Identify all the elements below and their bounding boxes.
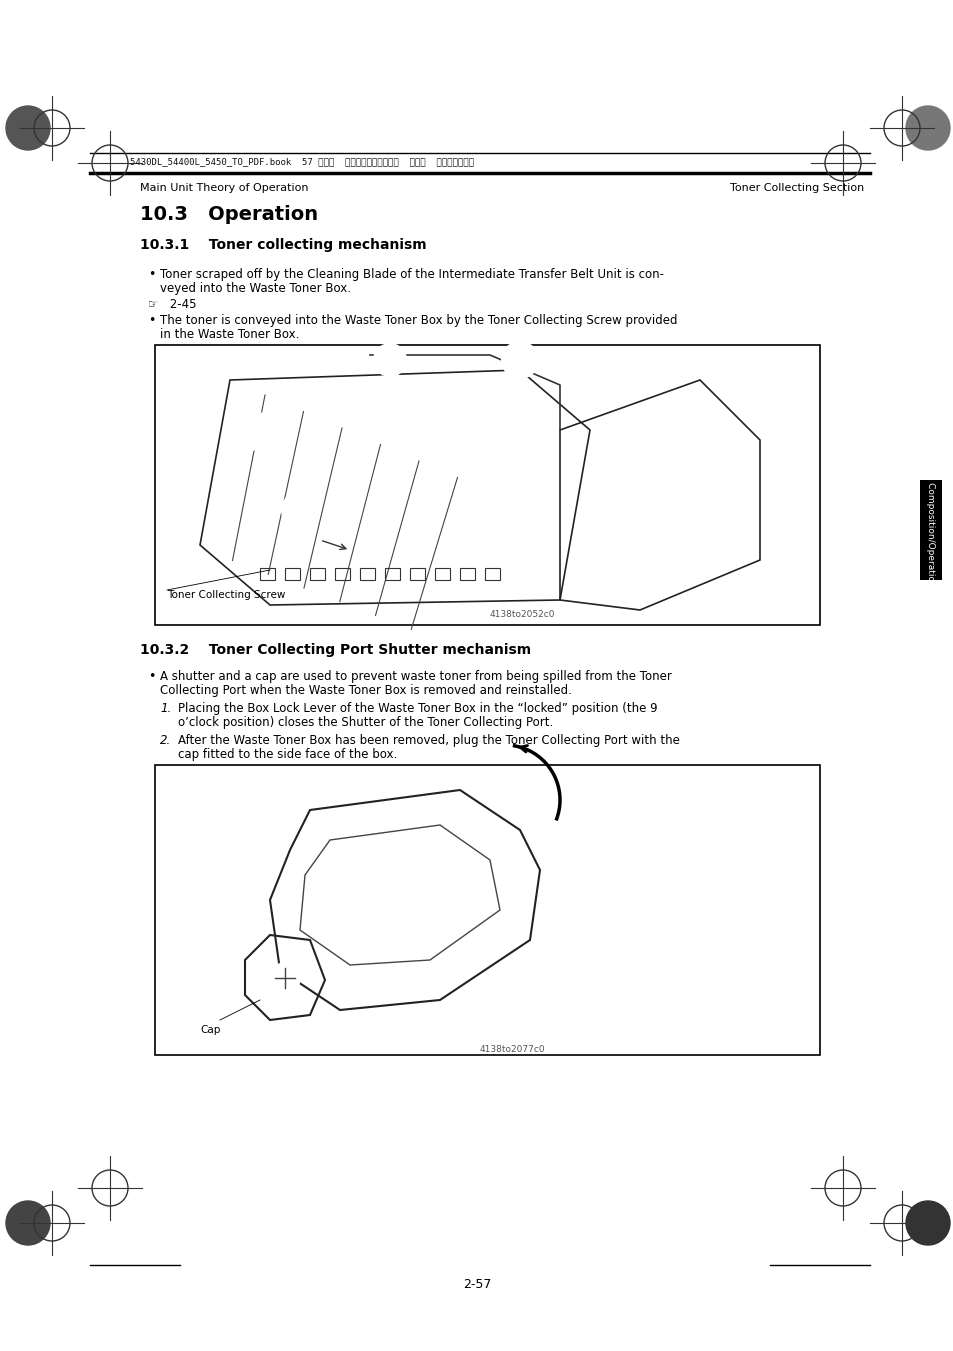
Bar: [154, 345, 820, 626]
Bar: [385, 567, 399, 580]
Text: A shutter and a cap are used to prevent waste toner from being spilled from the : A shutter and a cap are used to prevent …: [160, 670, 671, 684]
Text: Placing the Box Lock Lever of the Waste Toner Box in the “locked” position (the : Placing the Box Lock Lever of the Waste …: [178, 703, 657, 715]
Bar: [410, 567, 424, 580]
Text: •: •: [148, 670, 155, 684]
Text: veyed into the Waste Toner Box.: veyed into the Waste Toner Box.: [160, 282, 351, 295]
Text: Toner Collecting Section: Toner Collecting Section: [729, 182, 863, 193]
Bar: [435, 567, 450, 580]
Circle shape: [905, 105, 949, 150]
Text: in the Waste Toner Box.: in the Waste Toner Box.: [160, 328, 299, 340]
Circle shape: [270, 963, 299, 993]
Bar: [484, 567, 499, 580]
Circle shape: [374, 345, 406, 376]
Text: 1.: 1.: [160, 703, 172, 715]
Text: Toner Collecting Screw: Toner Collecting Screw: [167, 590, 285, 600]
Text: The toner is conveyed into the Waste Toner Box by the Toner Collecting Screw pro: The toner is conveyed into the Waste Ton…: [160, 313, 677, 327]
Text: 10.3.2    Toner Collecting Port Shutter mechanism: 10.3.2 Toner Collecting Port Shutter mec…: [140, 643, 531, 657]
Text: Cap: Cap: [200, 1025, 220, 1035]
Text: Toner scraped off by the Cleaning Blade of the Intermediate Transfer Belt Unit i: Toner scraped off by the Cleaning Blade …: [160, 267, 663, 281]
Circle shape: [382, 353, 396, 367]
Text: II Composition/Operation: II Composition/Operation: [925, 474, 935, 586]
Text: cap fitted to the side face of the box.: cap fitted to the side face of the box.: [178, 748, 396, 761]
Circle shape: [282, 492, 317, 528]
Text: 2-57: 2-57: [462, 1278, 491, 1292]
Text: •: •: [148, 313, 155, 327]
Text: 4138to2077c0: 4138to2077c0: [479, 1046, 545, 1054]
Bar: [359, 567, 375, 580]
Bar: [310, 567, 325, 580]
Text: 10.3   Operation: 10.3 Operation: [140, 205, 317, 224]
Text: 10.3.1    Toner collecting mechanism: 10.3.1 Toner collecting mechanism: [140, 238, 426, 253]
Bar: [260, 567, 274, 580]
Circle shape: [501, 342, 537, 378]
Circle shape: [6, 1201, 50, 1246]
Bar: [459, 567, 475, 580]
Text: Collecting Port when the Waste Toner Box is removed and reinstalled.: Collecting Port when the Waste Toner Box…: [160, 684, 571, 697]
Text: o’clock position) closes the Shutter of the Toner Collecting Port.: o’clock position) closes the Shutter of …: [178, 716, 553, 730]
Text: •: •: [148, 267, 155, 281]
Text: 5430DL_54400L_5450_TO_PDF.book  57 ページ  ２００５年４月１２日  火曜日  午後４時４９分: 5430DL_54400L_5450_TO_PDF.book 57 ページ ２０…: [130, 158, 474, 166]
Text: 4138to2052c0: 4138to2052c0: [490, 611, 555, 619]
Circle shape: [6, 105, 50, 150]
Bar: [154, 765, 820, 1055]
Bar: [335, 567, 350, 580]
Circle shape: [230, 409, 270, 450]
Text: Main Unit Theory of Operation: Main Unit Theory of Operation: [140, 182, 308, 193]
Bar: [285, 567, 299, 580]
Text: 2.: 2.: [160, 734, 172, 747]
Circle shape: [241, 422, 258, 439]
Circle shape: [905, 1201, 949, 1246]
Text: ☞   2-45: ☞ 2-45: [148, 299, 196, 311]
Bar: [919, 480, 941, 580]
Text: After the Waste Toner Box has been removed, plug the Toner Collecting Port with : After the Waste Toner Box has been remov…: [178, 734, 679, 747]
Circle shape: [512, 353, 527, 367]
